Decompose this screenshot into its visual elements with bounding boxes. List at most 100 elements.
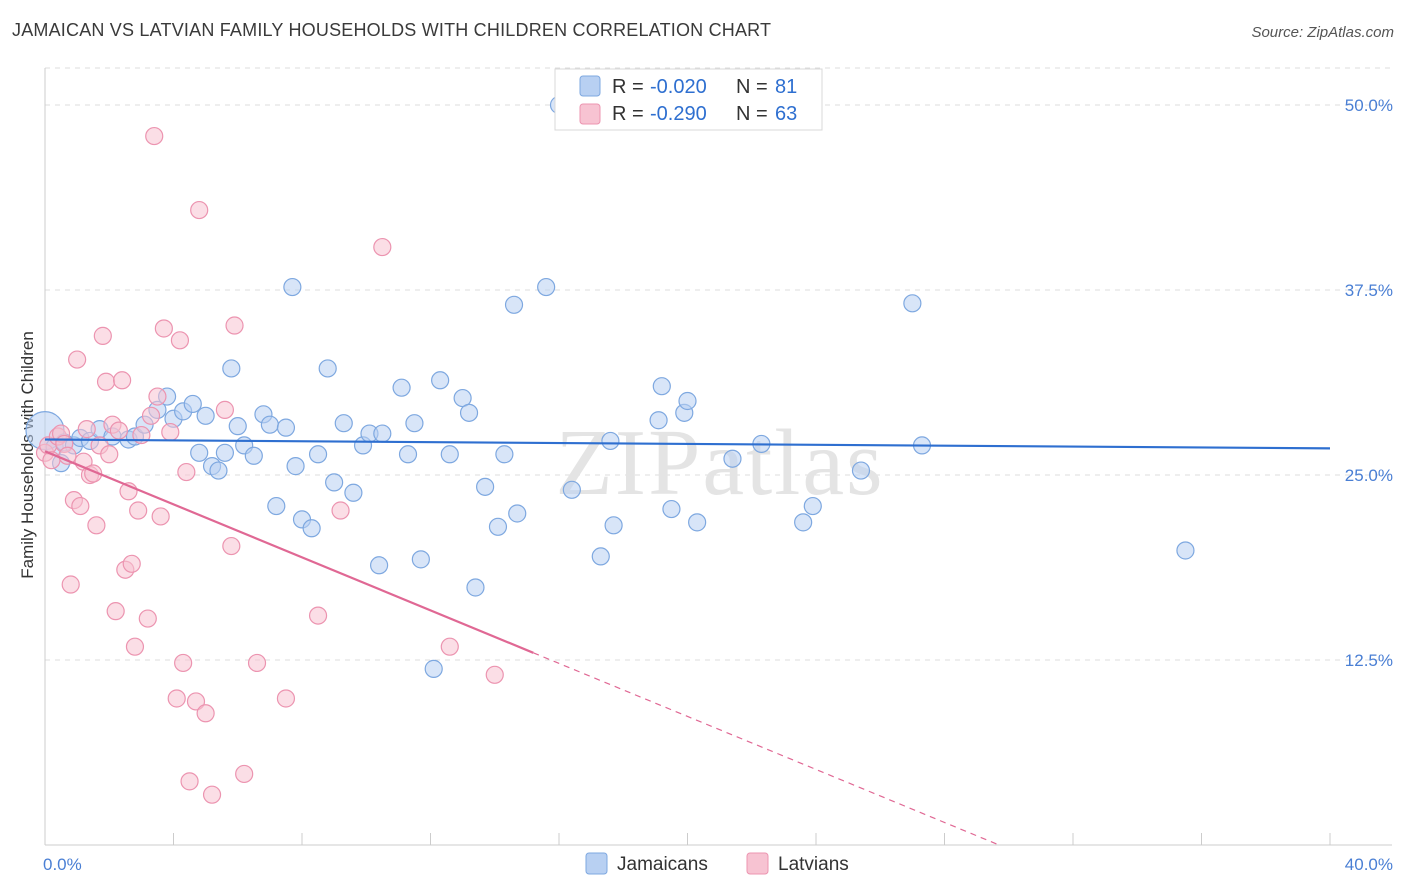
latvians-point (308, 606, 328, 625)
latvians-point (87, 516, 106, 535)
x-ticks (44, 833, 1331, 845)
latvians-point (141, 406, 161, 425)
jamaicans-point (678, 391, 697, 411)
gridlines (45, 67, 1392, 661)
latvians-point (167, 689, 186, 708)
jamaicans-point (466, 578, 485, 597)
jamaicans-point (244, 446, 263, 465)
jamaicans-point (228, 417, 247, 436)
trendlines (44, 438, 1331, 846)
jamaicans-trendline (44, 438, 1331, 450)
jamaicans-point (411, 550, 430, 569)
latvians-point (122, 554, 141, 573)
jamaicans-point (488, 517, 508, 536)
jamaicans-point (431, 371, 450, 390)
latvians-point (161, 422, 180, 442)
jamaicans-point (851, 461, 871, 480)
jamaicans-point (318, 359, 337, 378)
x-tick-label-max: 40.0% (1345, 855, 1393, 874)
latvians-point (106, 602, 125, 621)
jamaicans-point (302, 519, 321, 538)
jamaicans-point (794, 513, 813, 532)
latvians-point (148, 387, 167, 406)
legend-swatch-jamaicans (579, 75, 601, 97)
jamaicans-point (267, 496, 286, 516)
jamaicans-point (440, 445, 459, 464)
jamaicans-point (562, 480, 581, 499)
jamaicans-point (183, 394, 202, 414)
latvians-point (170, 331, 190, 350)
jamaicans-point (604, 516, 623, 535)
latvians-point (247, 653, 267, 673)
jamaicans-point (601, 431, 620, 451)
jamaicans-point (286, 457, 305, 476)
jamaicans-point (537, 277, 556, 297)
latvians-point (138, 609, 157, 628)
latvians-point (190, 200, 209, 220)
jamaicans-point (903, 294, 922, 313)
y-tick-label: 12.5% (1345, 651, 1393, 670)
jamaicans-point (662, 499, 681, 519)
latvians-point (93, 326, 112, 345)
latvians-point (222, 536, 241, 556)
jamaicans-point (325, 473, 344, 492)
latvians-point (485, 665, 504, 684)
latvians-point (373, 237, 392, 257)
jamaicans-point (508, 504, 527, 523)
latvians-point (61, 575, 80, 594)
latvians-point (100, 445, 119, 464)
y-tick-label: 37.5% (1345, 281, 1393, 300)
latvians-point (276, 689, 296, 708)
latvians-point (177, 462, 196, 482)
jamaicans-point (308, 445, 328, 464)
latvians-trendline-extension (533, 652, 1000, 846)
jamaicans-point (190, 443, 209, 462)
latvians-point (196, 704, 215, 723)
jamaicans-point (591, 547, 610, 566)
jamaicans-point (649, 411, 668, 430)
y-tick-labels: 12.5% 25.0% 37.5% 50.0% (1345, 96, 1393, 670)
jamaicans-point (344, 483, 363, 502)
latvians-point (440, 637, 459, 656)
latvians-point (154, 319, 173, 338)
jamaicans-point (196, 406, 215, 425)
jamaicans-point (215, 443, 234, 462)
latvians-point (77, 420, 96, 439)
legend: R = -0.020 N = 81 R = -0.290 N = 63 (554, 68, 823, 131)
bottom-legend-swatch-latvians (746, 852, 769, 875)
y-tick-label: 25.0% (1345, 466, 1393, 485)
chart-title: JAMAICAN VS LATVIAN FAMILY HOUSEHOLDS WI… (12, 20, 772, 40)
legend-r-value-jamaicans: -0.020 (650, 76, 707, 98)
latvians-point (186, 692, 206, 711)
jamaicans-point (803, 496, 822, 516)
latvians-point (225, 316, 244, 335)
legend-n-value-latvians: 63 (775, 103, 797, 125)
latvians-point (125, 637, 145, 656)
jamaicans-point (688, 513, 707, 532)
jamaicans-point (652, 377, 671, 396)
latvians-point (145, 126, 164, 146)
jamaicans-points (25, 95, 1195, 678)
legend-swatch-latvians (579, 103, 601, 125)
legend-r-label-jamaicans: R = (612, 76, 644, 98)
bottom-legend-label-jamaicans: Jamaicans (617, 854, 708, 875)
latvians-points (35, 126, 504, 804)
y-tick-label: 50.0% (1345, 96, 1393, 115)
jamaicans-point (373, 424, 392, 443)
jamaicans-point (260, 415, 279, 434)
latvians-point (96, 372, 116, 391)
bottom-legend-swatch-jamaicans (585, 852, 608, 875)
latvians-point (180, 772, 199, 791)
jamaicans-point (370, 556, 389, 575)
latvians-point (215, 400, 234, 419)
legend-n-value-jamaicans: 81 (775, 76, 797, 98)
bottom-legend-label-latvians: Latvians (778, 854, 849, 875)
latvians-point (331, 501, 350, 520)
jamaicans-point (405, 414, 424, 433)
jamaicans-point (476, 477, 495, 496)
jamaicans-point (283, 277, 302, 297)
jamaicans-point (334, 414, 353, 433)
latvians-point (202, 785, 222, 804)
jamaicans-point (398, 445, 418, 464)
